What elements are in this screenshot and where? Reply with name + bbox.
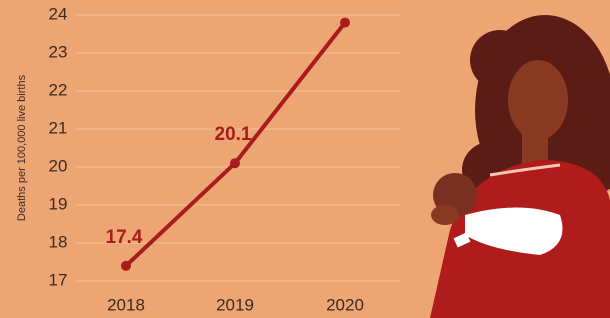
y-tick-label: 24 — [49, 4, 68, 23]
x-tick-label: 2019 — [216, 295, 254, 314]
point — [340, 18, 350, 28]
y-tick-label: 20 — [49, 156, 68, 175]
x-tick-label: 2020 — [326, 295, 364, 314]
point — [121, 261, 131, 271]
y-tick-label: 18 — [49, 232, 68, 251]
x-tick-label: 2018 — [107, 295, 145, 314]
chart: 17 18 19 20 21 22 23 24 2018 2019 2020 17.4 20.1 23.8… — [0, 0, 610, 318]
y-tick-label: 17 — [49, 270, 68, 289]
y-tick-label: 19 — [49, 194, 68, 213]
y-tick-label: 22 — [49, 80, 68, 99]
value-label: 20.1 — [215, 124, 252, 145]
value-label: 23.8 — [325, 0, 362, 5]
y-tick-label: 21 — [49, 118, 68, 137]
value-label: 17.4 — [106, 227, 143, 248]
point — [230, 158, 240, 168]
y-tick-label: 23 — [49, 42, 68, 61]
y-axis-label: Deaths per 100,000 live births — [16, 74, 28, 221]
